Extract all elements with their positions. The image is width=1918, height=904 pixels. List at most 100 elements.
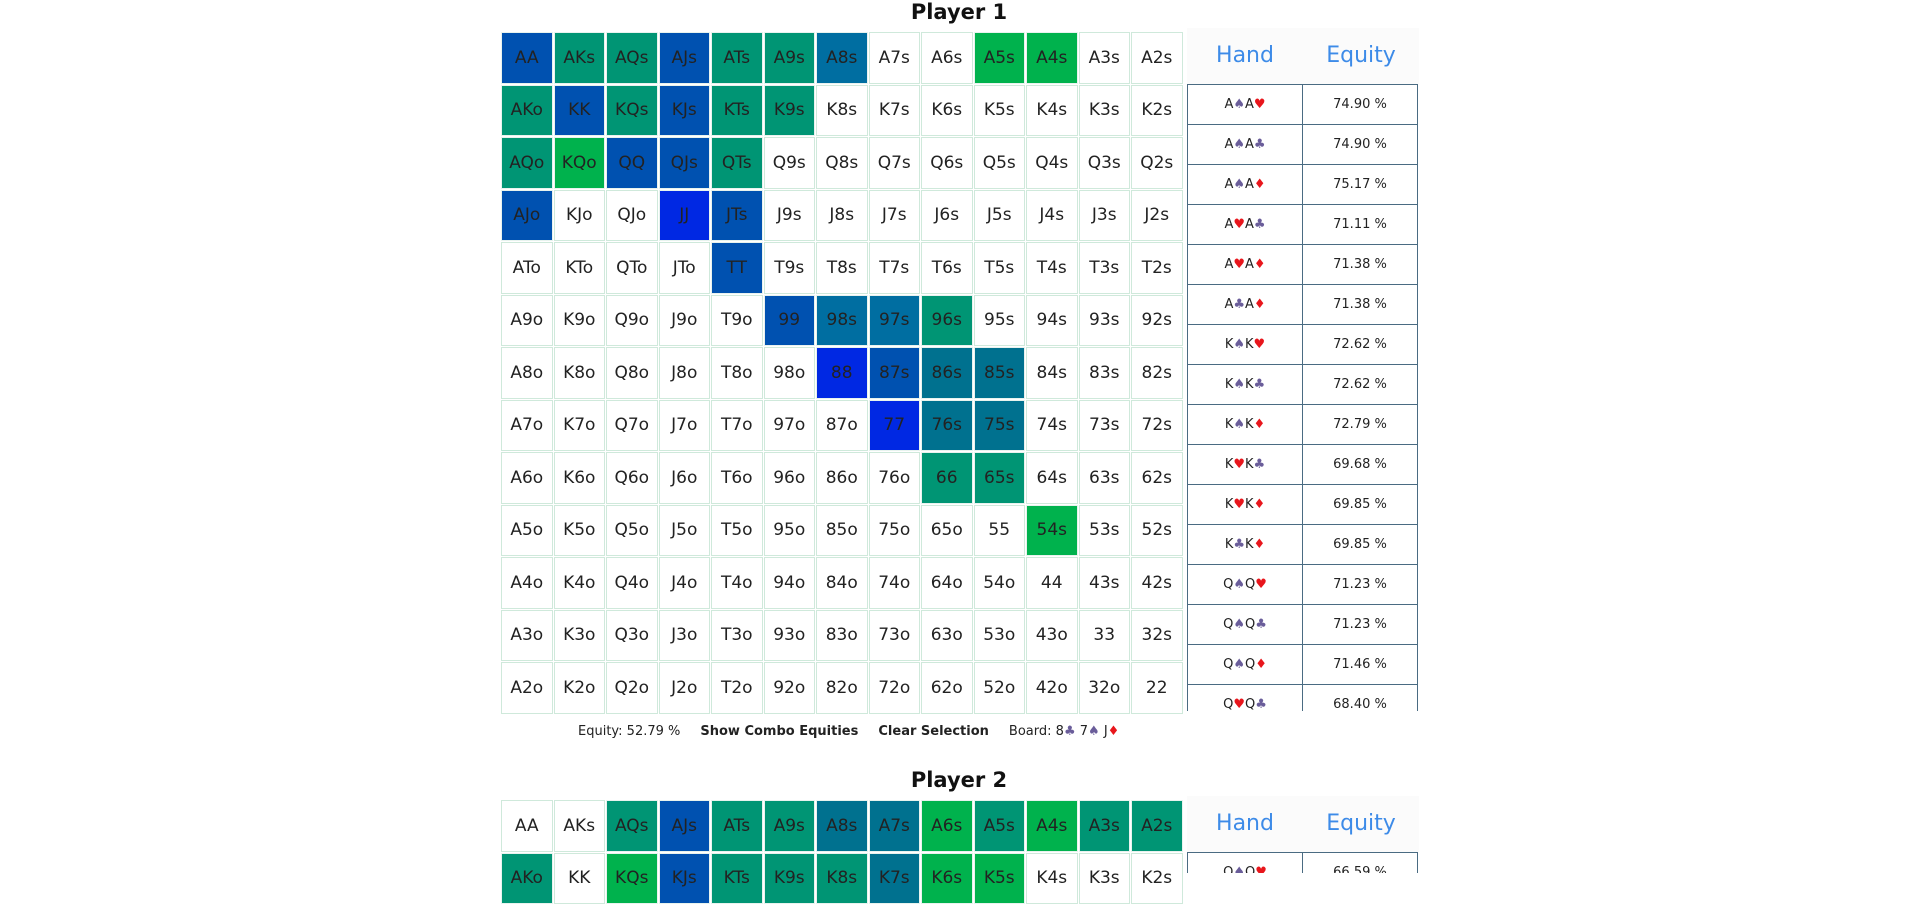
hand-cell-73o[interactable]: 73o	[869, 610, 921, 662]
hand-cell-jto[interactable]: JTo	[659, 242, 711, 294]
hand-cell-k2o[interactable]: K2o	[554, 662, 606, 714]
hand-cell-k5o[interactable]: K5o	[554, 505, 606, 557]
hand-cell-65s[interactable]: 65s	[974, 452, 1026, 504]
hand-cell-q2o[interactable]: Q2o	[606, 662, 658, 714]
hand-cell-t6s[interactable]: T6s	[921, 242, 973, 294]
hand-cell-95o[interactable]: 95o	[764, 505, 816, 557]
equity-row[interactable]: Q♥Q♣68.40 %	[1187, 684, 1419, 711]
hand-cell-98o[interactable]: 98o	[764, 347, 816, 399]
hand-cell-kts[interactable]: KTs	[711, 85, 763, 137]
hand-cell-ats[interactable]: ATs	[711, 800, 763, 852]
hand-cell-k6s[interactable]: K6s	[921, 853, 973, 904]
hand-cell-k2s[interactable]: K2s	[1131, 853, 1183, 904]
hand-cell-j7s[interactable]: J7s	[869, 190, 921, 242]
hand-cell-a3s[interactable]: A3s	[1079, 800, 1131, 852]
hand-cell-qjs[interactable]: QJs	[659, 137, 711, 189]
hand-cell-aks[interactable]: AKs	[554, 32, 606, 84]
hand-cell-a4s[interactable]: A4s	[1026, 32, 1078, 84]
hand-cell-k7s[interactable]: K7s	[869, 853, 921, 904]
hand-cell-j8o[interactable]: J8o	[659, 347, 711, 399]
hand-cell-t7o[interactable]: T7o	[711, 400, 763, 452]
hand-cell-k4o[interactable]: K4o	[554, 557, 606, 609]
hand-cell-32s[interactable]: 32s	[1131, 610, 1183, 662]
hand-cell-qq[interactable]: QQ	[606, 137, 658, 189]
hand-cell-a8o[interactable]: A8o	[501, 347, 553, 399]
hand-cell-t9o[interactable]: T9o	[711, 295, 763, 347]
hand-cell-86s[interactable]: 86s	[921, 347, 973, 399]
hand-cell-96o[interactable]: 96o	[764, 452, 816, 504]
hand-cell-kqs[interactable]: KQs	[606, 85, 658, 137]
hand-cell-kk[interactable]: KK	[554, 85, 606, 137]
equity-row[interactable]: A♠A♥74.90 %	[1187, 84, 1419, 124]
hand-cell-72o[interactable]: 72o	[869, 662, 921, 714]
hand-cell-76s[interactable]: 76s	[921, 400, 973, 452]
hand-cell-55[interactable]: 55	[974, 505, 1026, 557]
hand-cell-83s[interactable]: 83s	[1079, 347, 1131, 399]
hand-cell-t5o[interactable]: T5o	[711, 505, 763, 557]
clear-selection-button[interactable]: Clear Selection	[878, 724, 989, 739]
hand-cell-93o[interactable]: 93o	[764, 610, 816, 662]
hand-cell-q6o[interactable]: Q6o	[606, 452, 658, 504]
hand-cell-97o[interactable]: 97o	[764, 400, 816, 452]
hand-cell-q5s[interactable]: Q5s	[974, 137, 1026, 189]
hand-cell-53o[interactable]: 53o	[974, 610, 1026, 662]
hand-cell-ako[interactable]: AKo	[501, 85, 553, 137]
hand-cell-ajs[interactable]: AJs	[659, 32, 711, 84]
hand-cell-33[interactable]: 33	[1079, 610, 1131, 662]
equity-row[interactable]: K♠K♣72.62 %	[1187, 364, 1419, 404]
equity-row[interactable]: K♣K♦69.85 %	[1187, 524, 1419, 564]
hand-cell-k2s[interactable]: K2s	[1131, 85, 1183, 137]
hand-cell-k4s[interactable]: K4s	[1026, 853, 1078, 904]
hand-cell-42o[interactable]: 42o	[1026, 662, 1078, 714]
equity-row[interactable]: A♥A♦71.38 %	[1187, 244, 1419, 284]
hand-cell-a9s[interactable]: A9s	[764, 32, 816, 84]
hand-cell-99[interactable]: 99	[764, 295, 816, 347]
hand-cell-j9s[interactable]: J9s	[764, 190, 816, 242]
hand-cell-t8o[interactable]: T8o	[711, 347, 763, 399]
equity-row[interactable]: K♠K♥72.62 %	[1187, 324, 1419, 364]
hand-cell-96s[interactable]: 96s	[921, 295, 973, 347]
hand-cell-77[interactable]: 77	[869, 400, 921, 452]
hand-cell-k6s[interactable]: K6s	[921, 85, 973, 137]
hand-cell-44[interactable]: 44	[1026, 557, 1078, 609]
hand-cell-k6o[interactable]: K6o	[554, 452, 606, 504]
hand-cell-ajs[interactable]: AJs	[659, 800, 711, 852]
equity-row[interactable]: A♠A♦75.17 %	[1187, 164, 1419, 204]
hand-cell-q5o[interactable]: Q5o	[606, 505, 658, 557]
hand-cell-t9s[interactable]: T9s	[764, 242, 816, 294]
equity-row[interactable]: Q♠Q♥71.23 %	[1187, 564, 1419, 604]
hand-cell-76o[interactable]: 76o	[869, 452, 921, 504]
hand-cell-q8o[interactable]: Q8o	[606, 347, 658, 399]
hand-cell-j9o[interactable]: J9o	[659, 295, 711, 347]
hand-cell-t3s[interactable]: T3s	[1079, 242, 1131, 294]
hand-cell-k9o[interactable]: K9o	[554, 295, 606, 347]
hand-cell-74s[interactable]: 74s	[1026, 400, 1078, 452]
hand-cell-a7o[interactable]: A7o	[501, 400, 553, 452]
hand-cell-64o[interactable]: 64o	[921, 557, 973, 609]
hand-cell-a7s[interactable]: A7s	[869, 800, 921, 852]
equity-row[interactable]: K♥K♣69.68 %	[1187, 444, 1419, 484]
hand-cell-66[interactable]: 66	[921, 452, 973, 504]
hand-cell-tt[interactable]: TT	[711, 242, 763, 294]
hand-cell-q4s[interactable]: Q4s	[1026, 137, 1078, 189]
hand-cell-kto[interactable]: KTo	[554, 242, 606, 294]
hand-cell-kqs[interactable]: KQs	[606, 853, 658, 904]
hand-cell-k9s[interactable]: K9s	[764, 85, 816, 137]
hand-cell-k8s[interactable]: K8s	[816, 853, 868, 904]
hand-cell-t5s[interactable]: T5s	[974, 242, 1026, 294]
hand-cell-88[interactable]: 88	[816, 347, 868, 399]
hand-cell-92s[interactable]: 92s	[1131, 295, 1183, 347]
hand-cell-a3s[interactable]: A3s	[1079, 32, 1131, 84]
hand-cell-j4s[interactable]: J4s	[1026, 190, 1078, 242]
hand-cell-a4s[interactable]: A4s	[1026, 800, 1078, 852]
hand-cell-94s[interactable]: 94s	[1026, 295, 1078, 347]
hand-cell-k5s[interactable]: K5s	[974, 85, 1026, 137]
hand-cell-j6s[interactable]: J6s	[921, 190, 973, 242]
hand-cell-75o[interactable]: 75o	[869, 505, 921, 557]
hand-cell-qto[interactable]: QTo	[606, 242, 658, 294]
hand-cell-aa[interactable]: AA	[501, 800, 553, 852]
hand-cell-jj[interactable]: JJ	[659, 190, 711, 242]
hand-cell-k8s[interactable]: K8s	[816, 85, 868, 137]
hand-cell-a7s[interactable]: A7s	[869, 32, 921, 84]
hand-cell-j5o[interactable]: J5o	[659, 505, 711, 557]
